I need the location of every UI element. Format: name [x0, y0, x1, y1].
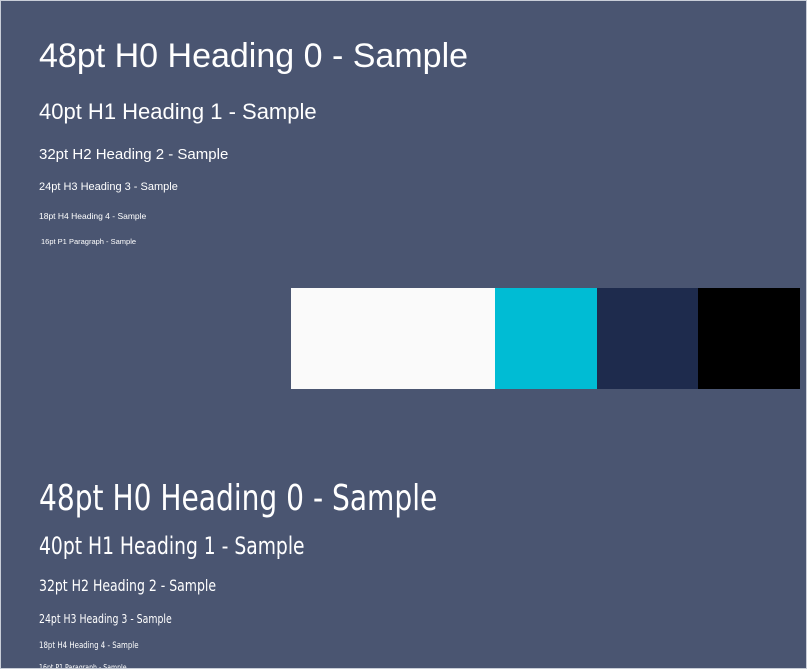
sans-p1: 16pt P1 Paragraph - Sample: [41, 237, 137, 246]
sans-h1: 40pt H1 Heading 1 - Sample: [39, 99, 317, 124]
sans-h4: 18pt H4 Heading 4 - Sample: [39, 211, 147, 221]
condensed-h4: 18pt H4 Heading 4 - Sample: [39, 641, 139, 651]
sans-h2: 32pt H2 Heading 2 - Sample: [39, 146, 229, 163]
condensed-h3: 24pt H3 Heading 3 - Sample: [39, 612, 172, 626]
condensed-h1: 40pt H1 Heading 1 - Sample: [39, 532, 305, 560]
swatch-black: [698, 288, 800, 389]
swatch-navy: [597, 288, 698, 389]
swatch-white: [291, 288, 495, 389]
condensed-h2: 32pt H2 Heading 2 - Sample: [39, 576, 217, 595]
condensed-p1: 16pt P1 Paragraph - Sample: [39, 663, 127, 669]
sans-h3: 24pt H3 Heading 3 - Sample: [39, 181, 178, 193]
condensed-h0: 48pt H0 Heading 0 - Sample: [39, 478, 438, 519]
sans-h0: 48pt H0 Heading 0 - Sample: [39, 37, 469, 75]
swatch-cyan: [495, 288, 597, 389]
